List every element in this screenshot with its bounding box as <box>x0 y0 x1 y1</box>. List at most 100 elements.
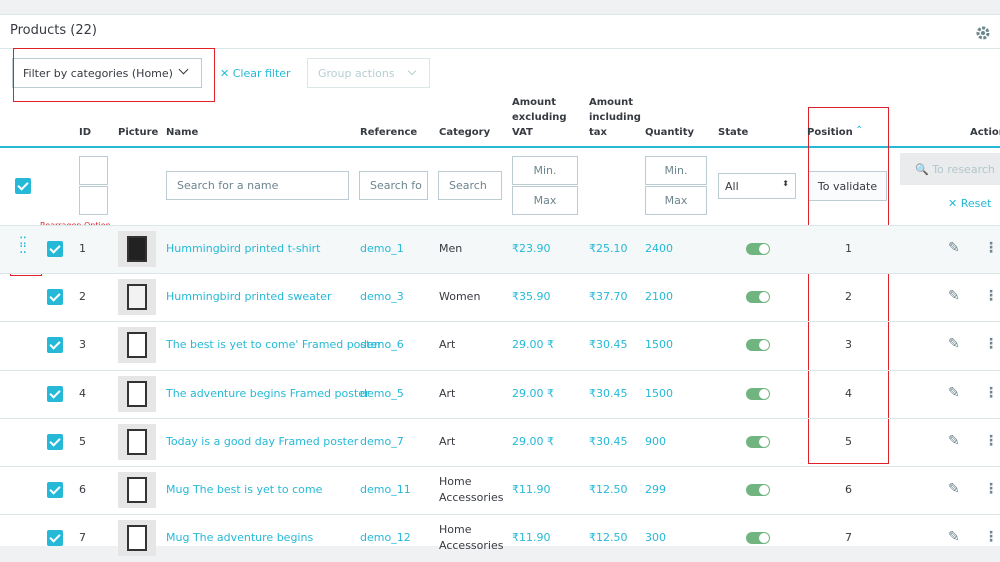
quantity[interactable]: 299 <box>645 483 666 496</box>
state-toggle[interactable] <box>746 291 770 304</box>
search-button[interactable]: 🔍 To research <box>900 153 1000 185</box>
column-header[interactable]: Position <box>807 127 853 138</box>
settings-icon[interactable] <box>975 25 991 41</box>
product-category: Art <box>439 386 456 400</box>
image-detail <box>127 525 147 552</box>
state-select[interactable]: All ⬍ <box>718 173 796 199</box>
quantity[interactable]: 900 <box>645 434 666 448</box>
price-excl[interactable]: ₹23.90 <box>512 242 551 255</box>
state-toggle[interactable] <box>746 532 770 545</box>
row-checkbox[interactable] <box>47 337 63 354</box>
row-checkbox[interactable] <box>47 385 63 402</box>
product-reference[interactable]: demo_11 <box>360 483 411 496</box>
price-excl[interactable]: ₹11.90 <box>512 483 551 496</box>
more-button[interactable]: ⋮ <box>984 288 998 305</box>
product-name[interactable]: Hummingbird printed t-shirt <box>166 242 321 255</box>
state-toggle[interactable] <box>746 387 770 400</box>
edit-button[interactable]: ✎ <box>948 529 960 546</box>
edit-button[interactable]: ✎ <box>948 336 960 353</box>
product-id: 5 <box>79 434 86 448</box>
quantity[interactable]: 1500 <box>645 386 673 400</box>
price-incl[interactable]: ₹30.45 <box>589 434 628 448</box>
edit-button[interactable]: ✎ <box>948 432 960 449</box>
quantity[interactable]: 1500 <box>645 338 673 352</box>
state-toggle[interactable] <box>746 435 770 448</box>
price-incl[interactable]: ₹12.50 <box>589 531 628 545</box>
reference-search[interactable]: Search fo <box>359 171 428 200</box>
product-name[interactable]: Today is a good day Framed poster <box>166 434 359 448</box>
product-reference[interactable]: demo_6 <box>360 338 404 352</box>
price-excl[interactable]: 29.00 ₹ <box>512 386 554 400</box>
edit-button[interactable]: ✎ <box>948 481 960 497</box>
column-header: Name <box>166 127 199 138</box>
edit-button[interactable]: ✎ <box>948 384 960 401</box>
reset-button[interactable]: ✕ Reset <box>948 197 992 210</box>
product-id: 3 <box>79 338 86 352</box>
quantity[interactable]: 300 <box>645 531 666 545</box>
edit-button[interactable]: ✎ <box>948 288 960 305</box>
select-all[interactable] <box>15 178 31 194</box>
product-name[interactable]: The adventure begins Framed poster <box>166 386 370 400</box>
product-reference[interactable]: demo_1 <box>360 242 404 255</box>
position: 1 <box>845 242 852 255</box>
price-excl[interactable]: ₹11.90 <box>512 531 551 545</box>
qty-max[interactable]: Max <box>645 186 707 215</box>
clear-filter[interactable]: ✕ Clear filter <box>220 67 291 80</box>
price-excl[interactable]: 29.00 ₹ <box>512 338 554 352</box>
row-checkbox[interactable] <box>47 433 63 450</box>
row-checkbox[interactable] <box>47 289 63 306</box>
position: 6 <box>845 483 852 496</box>
quantity[interactable]: 2100 <box>645 290 673 304</box>
column-header: Category <box>439 127 491 138</box>
row-checkbox[interactable] <box>47 482 63 498</box>
name-search[interactable]: Search for a name <box>166 171 349 200</box>
more-button[interactable]: ⋮ <box>984 432 998 449</box>
image-detail <box>127 428 147 455</box>
id-min[interactable] <box>79 156 108 185</box>
more-button[interactable]: ⋮ <box>984 481 998 497</box>
group-actions[interactable]: Group actions <box>307 58 430 88</box>
product-id: 1 <box>79 242 86 255</box>
category-search[interactable]: Search <box>438 171 502 200</box>
product-name[interactable]: The best is yet to come' Framed poster <box>166 338 382 352</box>
product-image <box>118 327 156 364</box>
more-button[interactable]: ⋮ <box>984 240 998 256</box>
more-button[interactable]: ⋮ <box>984 336 998 353</box>
state-toggle[interactable] <box>746 484 770 496</box>
product-name[interactable]: Mug The adventure begins <box>166 531 314 545</box>
edit-button[interactable]: ✎ <box>948 240 960 256</box>
row <box>0 321 1000 369</box>
drag-handle[interactable]: ⁚⁚ ⁚⁚ <box>19 235 27 257</box>
price-incl[interactable]: ₹25.10 <box>589 242 628 255</box>
product-reference[interactable]: demo_7 <box>360 434 404 448</box>
price-incl[interactable]: ₹12.50 <box>589 483 628 496</box>
quantity[interactable]: 2400 <box>645 242 673 255</box>
product-reference[interactable]: demo_12 <box>360 531 411 545</box>
column-header: Reference <box>360 127 418 138</box>
state-toggle[interactable] <box>746 339 770 352</box>
row <box>0 417 1000 466</box>
validate-button[interactable]: To validate <box>808 171 887 201</box>
product-reference[interactable]: demo_5 <box>360 386 404 400</box>
product-name[interactable]: Hummingbird printed sweater <box>166 290 332 304</box>
price-excl[interactable]: 29.00 ₹ <box>512 434 554 448</box>
row-checkbox[interactable] <box>47 241 63 257</box>
price-incl[interactable]: ₹37.70 <box>589 290 628 304</box>
product-name[interactable]: Mug The best is yet to come <box>166 483 323 496</box>
id-max[interactable] <box>79 186 108 215</box>
product-category: Men <box>439 242 463 255</box>
row-checkbox[interactable] <box>47 530 63 547</box>
product-reference[interactable]: demo_3 <box>360 290 404 304</box>
product-image <box>118 520 156 557</box>
more-button[interactable]: ⋮ <box>984 529 998 546</box>
price-incl[interactable]: ₹30.45 <box>589 386 628 400</box>
header-underline <box>0 146 1000 148</box>
category-filter[interactable]: Filter by categories (Home) <box>12 58 202 88</box>
price-max[interactable]: Max <box>512 186 578 215</box>
state-toggle[interactable] <box>746 243 770 255</box>
price-excl[interactable]: ₹35.90 <box>512 290 551 304</box>
more-button[interactable]: ⋮ <box>984 384 998 401</box>
qty-min[interactable]: Min. <box>645 156 707 185</box>
price-min[interactable]: Min. <box>512 156 578 185</box>
price-incl[interactable]: ₹30.45 <box>589 338 628 352</box>
